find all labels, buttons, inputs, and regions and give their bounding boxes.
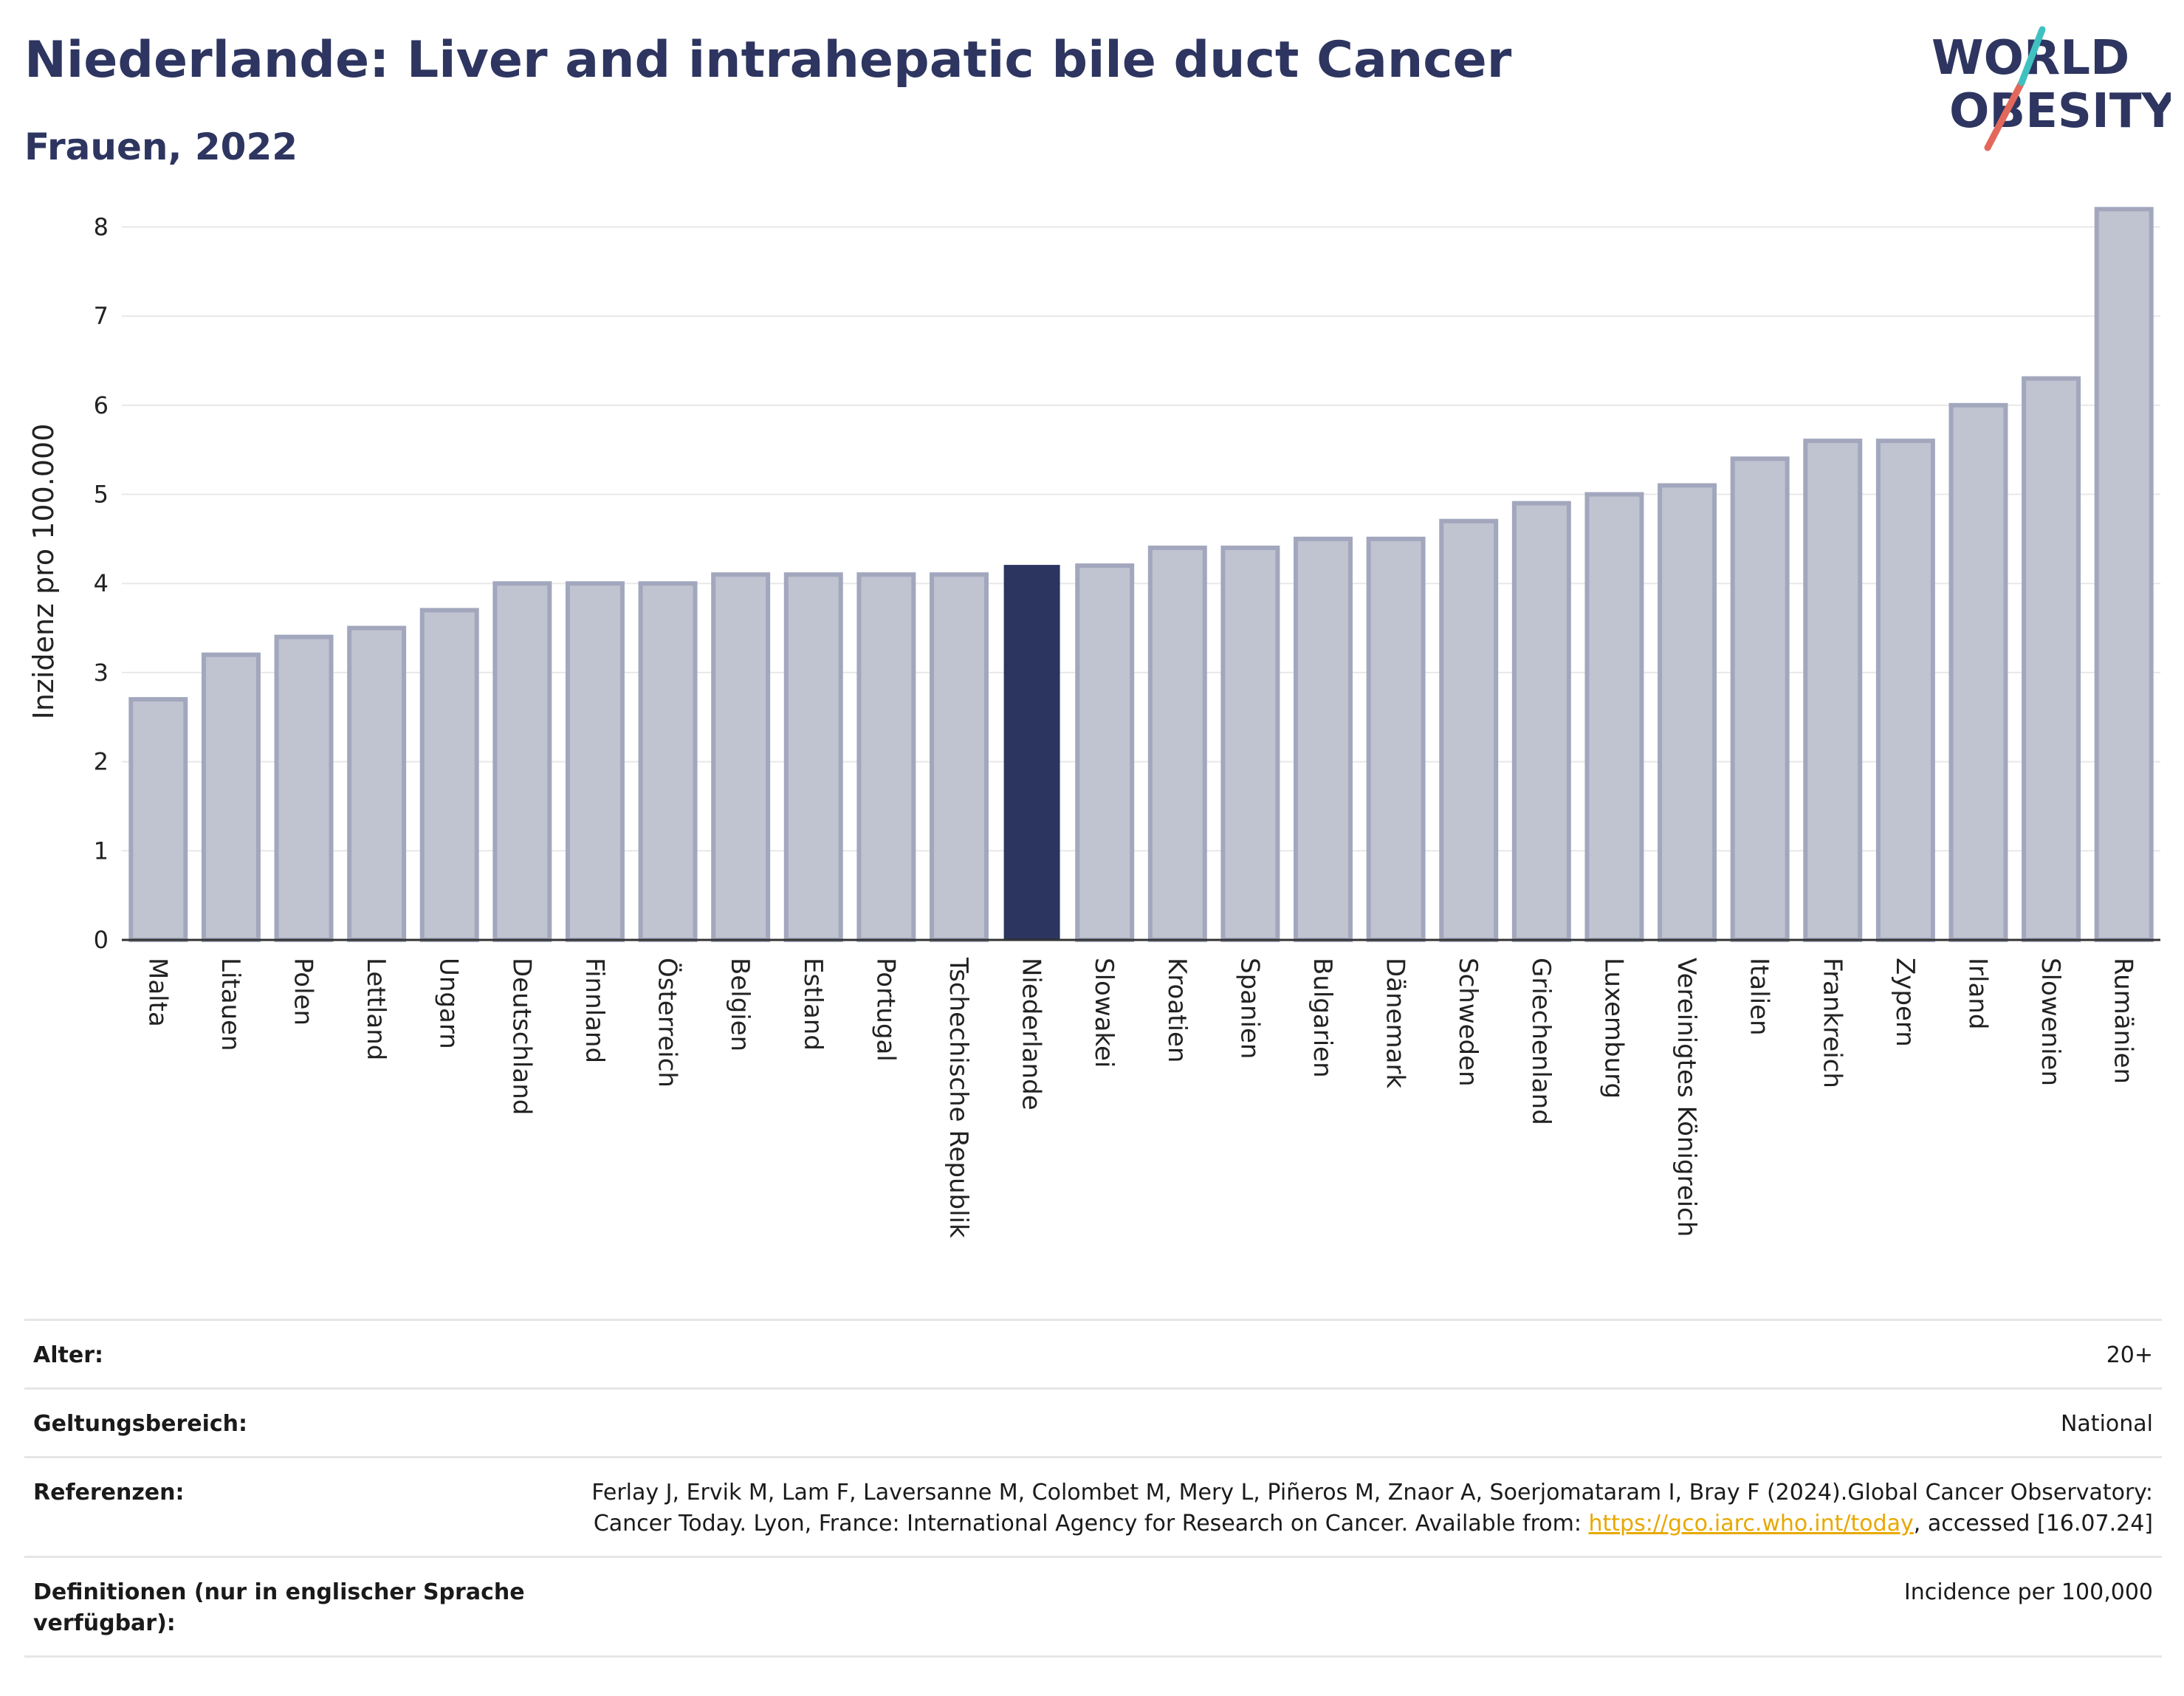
bar — [1875, 439, 1935, 942]
x-tick-label: Slowakei — [1089, 958, 1119, 1068]
logo-text-line2: OBESITY — [1949, 84, 2171, 139]
x-tick-label: Italien — [1745, 958, 1774, 1036]
bar — [201, 652, 261, 942]
x-tick-label: Portugal — [870, 958, 900, 1062]
x-tick-label: Rumänien — [2109, 958, 2138, 1084]
y-tick-label: 7 — [94, 302, 109, 330]
world-obesity-logo: WORLD OBESITY — [1931, 26, 2171, 151]
bar — [1003, 565, 1060, 941]
bar — [2022, 376, 2081, 942]
x-tick-label: Slowenien — [2036, 958, 2065, 1086]
bar — [1803, 439, 1863, 942]
bar — [1948, 402, 2008, 942]
bar — [1584, 492, 1644, 942]
bar — [1439, 518, 1499, 942]
x-tick-label: Zypern — [1890, 958, 1920, 1047]
y-tick-label: 6 — [94, 391, 109, 419]
y-tick-label: 2 — [94, 748, 109, 776]
x-tick-label: Deutschland — [506, 958, 536, 1115]
x-tick-label: Litauen — [216, 958, 245, 1051]
info-row-definitions: Definitionen (nur in englischer Sprache … — [24, 1556, 2162, 1658]
bar — [930, 572, 989, 942]
info-row-age: Alter: 20+ — [24, 1319, 2162, 1387]
info-label-age: Alter: — [33, 1342, 103, 1368]
bar — [2094, 207, 2154, 943]
x-tick-label: Vereinigtes Königreich — [1672, 958, 1701, 1237]
bar — [1366, 536, 1426, 942]
info-value-scope: National — [2060, 1411, 2153, 1437]
bar — [419, 608, 479, 942]
x-tick-label: Bulgarien — [1308, 958, 1337, 1078]
x-tick-label: Frankreich — [1817, 958, 1847, 1088]
x-tick-label: Malta — [142, 958, 172, 1027]
bar — [856, 572, 916, 942]
info-row-references: Referenzen: Ferlay J, Ervik M, Lam F, La… — [24, 1456, 2162, 1556]
info-table: Alter: 20+ Geltungsbereich: National Ref… — [24, 1319, 2162, 1658]
bar — [783, 572, 843, 942]
bar — [1658, 483, 1717, 942]
page-title: Niederlande: Liver and intrahepatic bile… — [24, 31, 1512, 89]
reference-link[interactable]: https://gco.iarc.who.int/today — [1588, 1511, 1914, 1537]
info-value-definitions: Incidence per 100,000 — [1903, 1579, 2153, 1605]
bar — [492, 581, 552, 942]
bar — [1075, 563, 1135, 942]
bar — [1511, 501, 1571, 942]
reference-text: Ferlay J, Ervik M, Lam F, Laversanne M, … — [591, 1480, 2153, 1537]
x-tick-label: Polen — [289, 958, 318, 1026]
logo-slash-red — [1984, 79, 2025, 151]
x-tick-label: Finnland — [580, 958, 609, 1063]
logo-slash-teal — [2018, 26, 2046, 86]
y-axis-label: Inzidenz pro 100.000 — [27, 424, 60, 720]
x-tick-label: Österreich — [653, 958, 683, 1088]
bar — [711, 572, 771, 942]
bar — [1294, 536, 1353, 942]
bar — [638, 581, 698, 942]
bar — [128, 697, 188, 942]
bar — [1730, 456, 1790, 942]
x-tick-label: Schweden — [1453, 958, 1483, 1087]
info-label-references: Referenzen: — [33, 1480, 185, 1506]
x-tick-label: Luxemburg — [1598, 958, 1628, 1099]
bar — [274, 634, 334, 943]
bar — [347, 625, 407, 943]
x-tick-label: Ungarn — [434, 958, 464, 1049]
info-label-scope: Geltungsbereich: — [33, 1411, 248, 1437]
info-row-scope: Geltungsbereich: National — [24, 1387, 2162, 1456]
x-tick-label: Griechenland — [1526, 958, 1556, 1125]
x-tick-label: Tschechische Republik — [944, 957, 973, 1238]
info-label-definitions: Definitionen (nur in englischer Sprache … — [33, 1579, 525, 1636]
y-tick-label: 5 — [94, 481, 109, 509]
x-tick-label: Lettland — [361, 958, 391, 1060]
y-tick-label: 3 — [94, 659, 109, 687]
bar — [565, 581, 625, 942]
x-tick-label: Kroatien — [1162, 958, 1192, 1062]
info-value-references: Ferlay J, Ervik M, Lam F, Laversanne M, … — [566, 1477, 2153, 1539]
x-tick-label: Dänemark — [1381, 958, 1410, 1088]
y-tick-label: 1 — [94, 837, 109, 865]
bar-chart: 0 1 2 3 4 5 6 7 8 Inzidenz pro 100.000 Malta Litaue… — [27, 207, 2160, 1238]
x-tick-label: Spanien — [1234, 958, 1264, 1059]
info-value-age: 20+ — [2106, 1342, 2153, 1368]
y-tick-label: 0 — [94, 926, 109, 954]
x-tick-label: Belgien — [725, 958, 755, 1051]
bar — [1220, 545, 1280, 942]
page-subtitle: Frauen, 2022 — [24, 126, 298, 168]
x-tick-label: Irland — [1962, 958, 1992, 1029]
x-tick-label: Niederlande — [1017, 958, 1046, 1110]
y-tick-label: 8 — [94, 213, 109, 241]
y-tick-label: 4 — [94, 569, 109, 597]
x-tick-label: Estland — [798, 958, 828, 1051]
bar — [1147, 545, 1207, 942]
reference-accessed: , accessed [16.07.24] — [1913, 1511, 2153, 1537]
